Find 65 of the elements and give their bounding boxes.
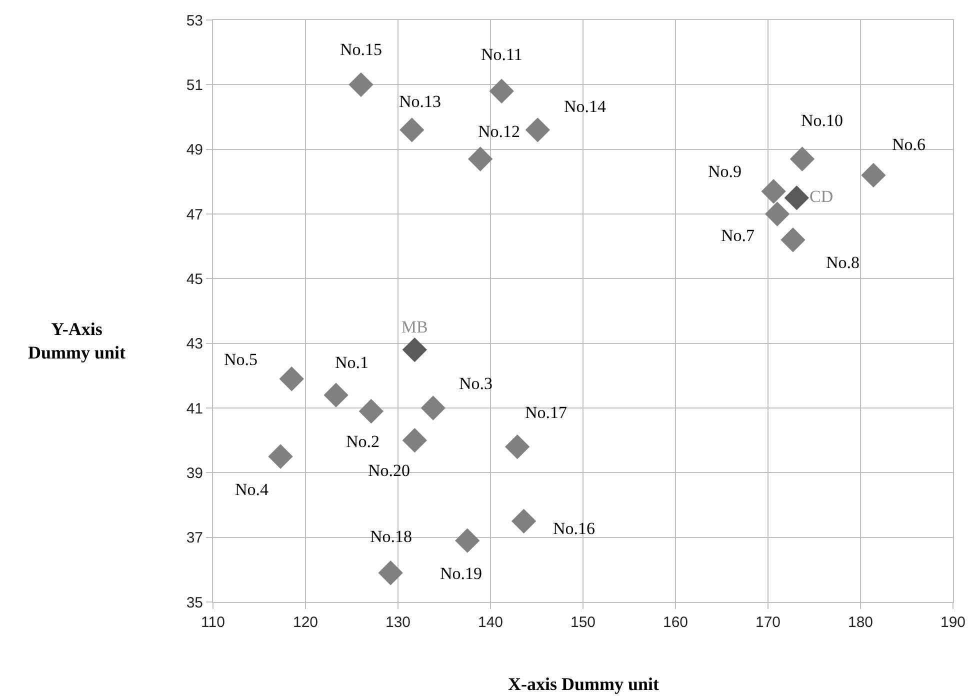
point (358, 398, 384, 424)
y-tick-label: 35 (186, 594, 203, 612)
annotation: No.15 (340, 40, 382, 59)
point (402, 337, 427, 362)
annotation: No.4 (235, 480, 270, 499)
y-axis-title: Y-Axis Dummy unit (28, 319, 126, 362)
annotation: No.13 (399, 92, 442, 111)
annotation: No.10 (801, 111, 844, 130)
point (761, 179, 786, 204)
point (378, 560, 403, 586)
annotation: No.5 (224, 350, 258, 369)
point (504, 434, 530, 460)
y-tick-label: 43 (186, 336, 203, 353)
x-tick-label: 140 (478, 614, 504, 631)
x-tick-label: 190 (940, 614, 966, 631)
y-tick-label: 51 (186, 76, 203, 94)
y-tick-label: 49 (186, 142, 203, 159)
point (790, 146, 815, 172)
point (861, 162, 886, 188)
annotation: No.12 (478, 122, 520, 141)
point (489, 78, 514, 104)
point (784, 185, 810, 210)
x-tick-label: 110 (201, 614, 225, 631)
annotation: No.9 (708, 162, 742, 181)
y-tick-label: 53 (186, 12, 203, 30)
x-tick-label: 180 (848, 614, 874, 631)
point (348, 72, 374, 98)
y-tick-label: 37 (186, 530, 203, 547)
x-tick-label: 150 (570, 614, 596, 631)
y-tick-label: 41 (186, 400, 203, 418)
annotation: No.16 (553, 519, 596, 538)
series-label: MB (401, 318, 428, 337)
annotation: No.8 (826, 253, 860, 272)
x-tick-label: 160 (662, 614, 688, 631)
point (400, 118, 424, 142)
annotation: No.18 (370, 527, 412, 546)
annotation: No.2 (346, 432, 380, 451)
y-tick-label: 45 (186, 270, 203, 288)
point (468, 146, 493, 172)
annotation: No.11 (481, 45, 522, 64)
y-tick-label: 39 (186, 464, 203, 482)
x-tick-label: 170 (755, 614, 781, 631)
point (324, 382, 348, 408)
x-tick-label: 120 (292, 614, 318, 631)
x-axis-title: X-axis Dummy unit (508, 674, 660, 694)
point (525, 118, 550, 142)
annotation: No.1 (335, 353, 369, 372)
annotation: No.3 (459, 374, 493, 393)
point (420, 396, 446, 420)
x-tick-label: 130 (385, 614, 411, 631)
series-label: CD (810, 187, 834, 206)
point (455, 528, 480, 553)
annotation: No.7 (721, 226, 756, 245)
annotation: No.17 (525, 403, 568, 422)
annotation: No.20 (368, 461, 410, 480)
point (780, 228, 806, 252)
point (279, 366, 304, 392)
point (268, 444, 293, 469)
annotation: No.6 (892, 135, 926, 154)
point (764, 202, 790, 226)
point (402, 428, 427, 453)
y-tick-label: 47 (186, 206, 203, 224)
annotation: No.19 (440, 564, 482, 583)
point (511, 508, 536, 534)
annotation: No.14 (564, 97, 607, 116)
